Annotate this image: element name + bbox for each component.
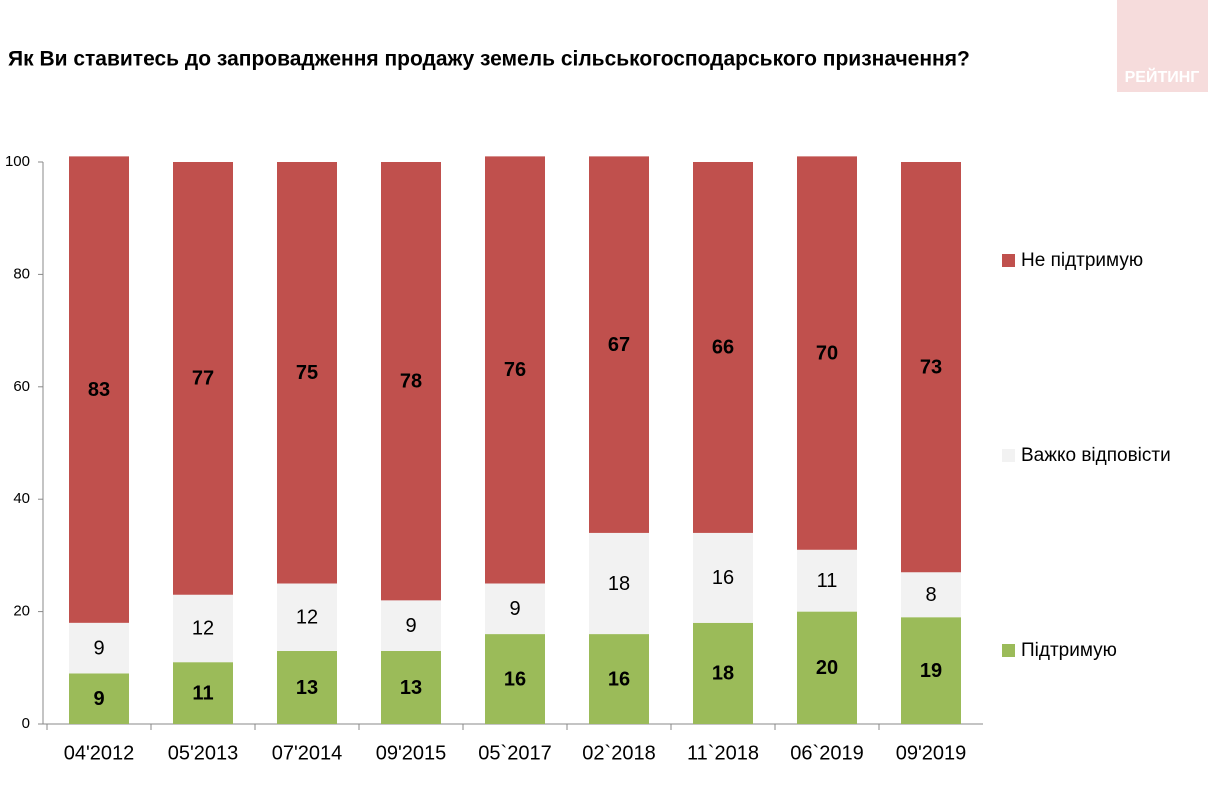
data-label: 12: [192, 618, 214, 640]
chart-title: Як Ви ставитесь до запровадження продажу…: [8, 48, 970, 71]
bar-segment: [797, 611, 857, 724]
x-tick-label: 05'2013: [168, 742, 239, 764]
logo: РЕЙТИНГ: [1125, 67, 1200, 86]
bar-segment: [589, 532, 649, 635]
data-label: 16: [712, 567, 734, 589]
data-label: 12: [296, 607, 318, 629]
bar-segment: [589, 634, 649, 724]
legend-swatch: [1002, 644, 1015, 657]
bar-segment: [277, 162, 337, 584]
x-tick-label: 06`2019: [790, 742, 863, 764]
bar-segment: [277, 650, 337, 724]
bar-segment: [381, 162, 441, 601]
data-label: 73: [920, 356, 942, 378]
data-label: 18: [608, 573, 630, 595]
x-tick-label: 05`2017: [478, 742, 551, 764]
bar-segment: [173, 594, 233, 663]
data-label: 8: [925, 584, 936, 606]
legend-swatch: [1002, 449, 1015, 462]
data-label: 9: [93, 688, 104, 710]
y-tick-label: 0: [22, 715, 30, 732]
data-label: 11: [192, 682, 213, 704]
data-label: 13: [296, 677, 318, 699]
data-label: 83: [88, 379, 110, 401]
x-tick-label: 04'2012: [64, 742, 135, 764]
x-tick-label: 09'2015: [376, 742, 447, 764]
data-label: 75: [296, 362, 318, 384]
data-label: 18: [712, 663, 734, 685]
data-label: 16: [608, 668, 630, 690]
x-tick-label: 09'2019: [896, 742, 967, 764]
data-label: 78: [400, 370, 422, 392]
data-label: 9: [509, 598, 520, 620]
data-label: 20: [816, 657, 838, 679]
bar-segment: [901, 162, 961, 573]
bar-segment: [381, 600, 441, 651]
data-label: 70: [816, 342, 838, 364]
bar-segment: [693, 622, 753, 724]
logo-box: [1117, 0, 1208, 92]
x-tick-label: 02`2018: [582, 742, 655, 764]
legend-label: Підтримую: [1021, 640, 1117, 661]
data-label: 76: [504, 359, 526, 381]
y-tick-label: 80: [13, 265, 30, 282]
bar-segment: [693, 162, 753, 533]
bar-segment: [901, 617, 961, 724]
y-tick-label: 100: [5, 153, 30, 170]
x-tick-label: 07'2014: [272, 742, 343, 764]
data-label: 9: [405, 615, 416, 637]
bar-segment: [901, 572, 961, 618]
data-label: 66: [712, 337, 734, 359]
bar-segment: [693, 532, 753, 623]
bar-segment: [589, 156, 649, 533]
bar-segment: [173, 662, 233, 724]
legend-swatch: [1002, 254, 1015, 267]
data-label: 77: [192, 368, 214, 390]
bar-segment: [797, 549, 857, 612]
bar-segment: [69, 673, 129, 724]
bar-segment: [485, 156, 545, 584]
data-label: 9: [93, 637, 104, 659]
data-label: 67: [608, 334, 630, 356]
bar-segment: [381, 650, 441, 724]
y-tick-label: 20: [13, 603, 30, 620]
data-label: 16: [504, 668, 526, 690]
y-tick-label: 60: [13, 378, 30, 395]
data-label: 11: [817, 570, 838, 592]
bar-segment: [277, 583, 337, 651]
bar-segment: [485, 634, 545, 724]
data-label: 13: [400, 677, 422, 699]
y-tick-label: 40: [13, 490, 30, 507]
bar-segment: [797, 156, 857, 550]
x-tick-label: 11`2018: [687, 742, 759, 764]
legend-label: Важко відповісти: [1021, 445, 1171, 466]
bar-segment: [69, 156, 129, 623]
bar-segment: [173, 162, 233, 595]
data-label: 19: [920, 660, 942, 682]
legend-label: Не підтримую: [1021, 250, 1143, 271]
bar-segment: [485, 583, 545, 635]
bar-segment: [69, 622, 129, 674]
